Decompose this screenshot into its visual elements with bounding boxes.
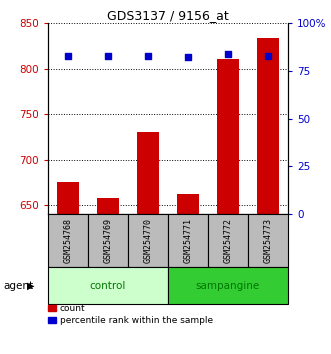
Text: agent: agent [3,281,33,291]
Point [185,55,191,60]
Bar [57,182,79,214]
Text: ▶: ▶ [27,281,35,291]
Bar [88,214,128,267]
Text: control: control [90,281,126,291]
Bar [248,214,288,267]
Bar [48,267,168,304]
Bar [128,214,168,267]
Text: GSM254768: GSM254768 [64,218,72,263]
Text: GSM254771: GSM254771 [183,218,193,263]
Bar [168,267,288,304]
Point [105,53,111,58]
Bar [168,214,208,267]
Bar [217,59,239,214]
Point [65,53,71,58]
Point [265,53,271,58]
Bar [137,132,159,214]
Text: GSM254773: GSM254773 [263,218,272,263]
Legend: count, percentile rank within the sample: count, percentile rank within the sample [48,304,213,325]
Text: sampangine: sampangine [196,281,260,291]
Bar [97,198,119,214]
Point [225,51,231,56]
Point [145,53,151,58]
Text: GSM254772: GSM254772 [223,218,232,263]
Title: GDS3137 / 9156_at: GDS3137 / 9156_at [107,9,229,22]
Text: GSM254769: GSM254769 [104,218,113,263]
Bar [257,39,279,214]
Bar [177,194,199,214]
Bar [48,214,88,267]
Bar [208,214,248,267]
Text: GSM254770: GSM254770 [143,218,153,263]
